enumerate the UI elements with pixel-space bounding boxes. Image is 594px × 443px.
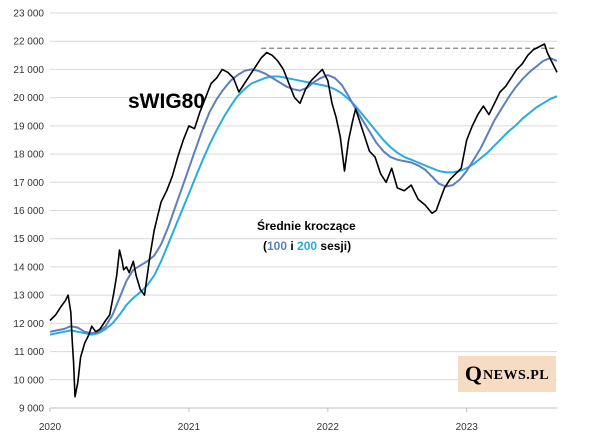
y-tick-label: 9 000 <box>19 404 44 415</box>
y-tick-label: 22 000 <box>13 37 44 48</box>
y-tick-label: 16 000 <box>13 206 44 217</box>
annotation-ma100: 100 <box>267 239 287 253</box>
y-tick-label: 17 000 <box>13 178 44 189</box>
series-line-ma200 <box>49 75 558 336</box>
y-axis-ticks: 9 000 10 000 11 000 12 000 13 000 14 000 15 00… <box>13 9 44 415</box>
annotation-close: sesji) <box>317 239 351 253</box>
y-tick-label: 21 000 <box>13 65 44 76</box>
y-tick-label: 10 000 <box>13 375 44 386</box>
x-tick-label: 2020 <box>39 422 62 433</box>
annotation-and: i <box>287 239 297 253</box>
y-tick-label: 20 000 <box>13 93 44 104</box>
series-line-ma100 <box>49 57 558 335</box>
y-tick-label: 11 000 <box>14 347 44 358</box>
logo-rest: NEWS.PL <box>483 368 550 383</box>
x-axis-ticks: 2020 2021 2022 2023 <box>39 408 478 433</box>
annotation-ma200: 200 <box>297 239 317 253</box>
chart-title: sWIG80 <box>128 90 205 113</box>
annotation-line2: (100 i 200 sesji) <box>263 239 351 253</box>
logo-q: Q <box>464 361 482 386</box>
x-tick-label: 2023 <box>456 422 479 433</box>
series-group <box>49 43 558 398</box>
y-tick-label: 13 000 <box>13 291 44 302</box>
annotation-line1: Średnie kroczące <box>257 218 356 233</box>
qnews-logo: Q NEWS.PL <box>458 356 556 392</box>
y-tick-label: 15 000 <box>13 234 44 245</box>
y-tick-label: 19 000 <box>13 121 44 132</box>
x-tick-label: 2021 <box>178 422 201 433</box>
annotation-open: ( <box>263 239 267 253</box>
y-tick-label: 12 000 <box>13 319 44 330</box>
y-tick-label: 18 000 <box>13 150 44 161</box>
y-tick-label: 14 000 <box>13 262 44 273</box>
series-line-price <box>49 43 558 398</box>
x-tick-label: 2022 <box>317 422 340 433</box>
y-tick-label: 23 000 <box>13 9 44 20</box>
grid <box>50 12 557 381</box>
